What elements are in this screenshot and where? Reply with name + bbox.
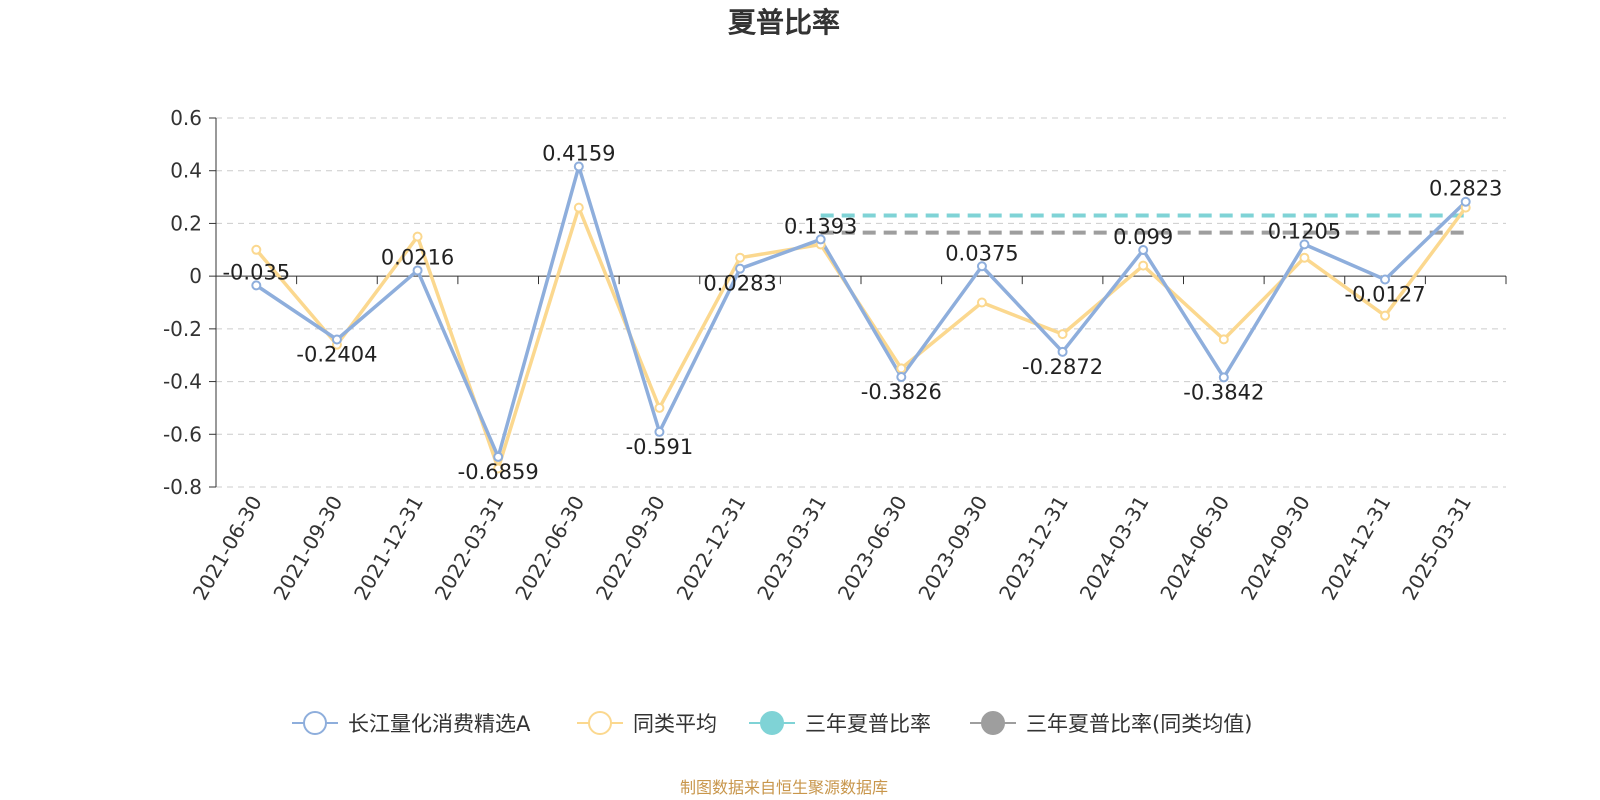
- series-0-point: [815, 234, 826, 245]
- legend-label: 同类平均: [633, 712, 717, 736]
- series-1-point: [976, 297, 987, 308]
- reference-lines: [820, 213, 1466, 235]
- y-tick-label: -0.8: [163, 475, 202, 499]
- x-tick-label: 2023-06-30: [833, 492, 912, 605]
- legend[interactable]: 长江量化消费精选A 同类平均 三年夏普比率 三年夏普比率(同类均值): [292, 711, 1252, 736]
- series-1-point: [573, 202, 584, 213]
- legend-item-1[interactable]: 同类平均: [577, 711, 717, 736]
- source-note: 制图数据来自恒生聚源数据库: [680, 778, 888, 797]
- x-tick-label: 2022-09-30: [591, 492, 670, 605]
- x-tick-label: 2024-12-31: [1316, 492, 1395, 605]
- series-0-point: [896, 371, 907, 382]
- series-0-point: [735, 263, 746, 274]
- x-tick-label: 2024-09-30: [1236, 492, 1315, 605]
- x-tick-label: 2021-06-30: [188, 492, 267, 605]
- series-0-point: [1299, 239, 1310, 250]
- legend-marker: [588, 711, 612, 735]
- legend-item-0[interactable]: 长江量化消费精选A: [292, 711, 531, 736]
- x-tick-label: 2024-03-31: [1075, 492, 1154, 605]
- series-0-point: [573, 161, 584, 172]
- data-label: 0.0375: [945, 241, 1018, 265]
- data-labels: -0.035 -0.2404 0.0216 -0.6859 0.4159 -0.591 0.…: [222, 142, 1502, 484]
- legend-marker: [981, 711, 1005, 735]
- x-tick-label: 2023-12-31: [994, 492, 1073, 605]
- x-tick-label: 2025-03-31: [1397, 492, 1476, 605]
- series-points: [251, 161, 1471, 474]
- series-1-point: [1057, 329, 1068, 340]
- series-0-point: [1138, 245, 1149, 256]
- series-1-point: [896, 363, 907, 374]
- y-tick-label: 0: [189, 264, 202, 288]
- x-tick-label: 2023-03-31: [752, 492, 831, 605]
- legend-marker: [760, 711, 784, 735]
- data-label: -0.0127: [1345, 282, 1426, 306]
- gridlines: [216, 117, 1506, 488]
- legend-label: 长江量化消费精选A: [348, 712, 531, 736]
- legend-item-3[interactable]: 三年夏普比率(同类均值): [970, 711, 1252, 736]
- series-0-point: [1057, 346, 1068, 357]
- legend-item-2[interactable]: 三年夏普比率: [749, 711, 931, 736]
- data-label: -0.591: [626, 435, 694, 459]
- legend-marker: [303, 711, 327, 735]
- series-1-point: [1380, 310, 1391, 321]
- x-tick-label: 2021-12-31: [349, 492, 428, 605]
- series-0-point: [493, 451, 504, 462]
- x-tick-label: 2022-06-30: [510, 492, 589, 605]
- x-tick-label: 2024-06-30: [1155, 492, 1234, 605]
- series-1-point: [493, 463, 504, 474]
- y-tick-label: -0.2: [163, 317, 202, 341]
- data-label: -0.3826: [861, 380, 942, 404]
- series-0-point: [412, 265, 423, 276]
- data-label: -0.2404: [296, 343, 377, 367]
- legend-label: 三年夏普比率(同类均值): [1026, 712, 1252, 736]
- data-label: -0.6859: [458, 460, 539, 484]
- series-0-point: [251, 280, 262, 291]
- series-1-point: [735, 252, 746, 263]
- series-1-point: [654, 402, 665, 413]
- series-0-point: [976, 261, 987, 272]
- data-label: -0.2872: [1022, 355, 1103, 379]
- x-tick-label: 2022-12-31: [671, 492, 750, 605]
- series-1-point: [251, 244, 262, 255]
- series-1-point: [1138, 260, 1149, 271]
- data-label: -0.3842: [1183, 380, 1264, 404]
- data-label: 0.4159: [542, 142, 615, 166]
- data-label: 0.1205: [1268, 219, 1341, 243]
- y-tick-label: 0.4: [170, 159, 202, 183]
- series-0-point: [1460, 196, 1471, 207]
- series-0-point: [654, 426, 665, 437]
- data-label: 0.0216: [381, 245, 454, 269]
- x-tick-label: 2023-09-30: [913, 492, 992, 605]
- series-0-point: [331, 334, 342, 345]
- data-label: 0.2823: [1429, 177, 1502, 201]
- data-label: -0.035: [222, 260, 290, 284]
- legend-label: 三年夏普比率: [805, 712, 931, 736]
- series-0-point: [1218, 372, 1229, 383]
- chart-title: 夏普比率: [728, 6, 840, 39]
- x-tick-label: 2021-09-30: [268, 492, 347, 605]
- data-label: 0.099: [1113, 225, 1173, 249]
- y-tick-label: -0.6: [163, 422, 202, 446]
- series-lines: [254, 164, 1468, 471]
- series-line-0: [255, 164, 1467, 459]
- series-0-point: [1380, 274, 1391, 285]
- data-label: 0.0283: [703, 272, 776, 296]
- series-1-point: [1299, 252, 1310, 263]
- data-label: 0.1393: [784, 214, 857, 238]
- y-tick-label: 0.2: [170, 211, 202, 235]
- y-tick-label: 0.6: [170, 106, 202, 130]
- x-tick-label: 2022-03-31: [430, 492, 509, 605]
- y-tick-label: -0.4: [163, 370, 202, 394]
- series-1-point: [1218, 334, 1229, 345]
- series-1-point: [412, 231, 423, 242]
